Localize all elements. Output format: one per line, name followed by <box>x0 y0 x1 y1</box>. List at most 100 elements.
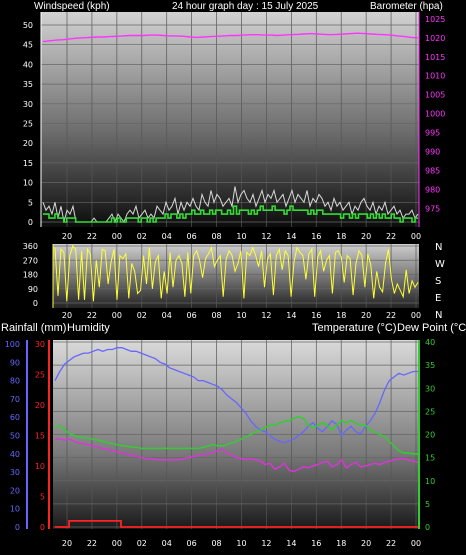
direction-series-line <box>54 245 419 302</box>
humidity-tick-label: 20 <box>10 486 20 495</box>
temperature-tick-label: 0 <box>425 523 430 532</box>
dir-xtick-label: 10 <box>236 311 246 320</box>
barometer-tick-label: 995 <box>425 129 440 138</box>
direction-tick-label: 180 <box>23 271 38 280</box>
rainfall-tick-label: 10 <box>35 462 45 471</box>
wind-xtick-label: 10 <box>236 232 246 241</box>
hum-xtick-label: 08 <box>211 539 221 548</box>
windspeed-tick-label: 35 <box>23 80 33 89</box>
rainfall-tick-label: 5 <box>40 493 45 502</box>
hum-xtick-label: 06 <box>187 539 197 548</box>
compass-label: N <box>435 242 442 253</box>
hum-xtick-label: 16 <box>311 539 321 548</box>
wind-xtick-label: 06 <box>187 232 197 241</box>
temperature-tick-label: 10 <box>425 477 435 486</box>
temperature-tick-label: 30 <box>425 384 435 393</box>
humidity-tick-label: 0 <box>15 523 20 532</box>
dir-xtick-label: 12 <box>261 311 271 320</box>
humidity-tick-label: 90 <box>10 358 20 367</box>
hum-xtick-label: 10 <box>236 539 246 548</box>
rainfall-tick-label: 0 <box>40 523 45 532</box>
wind-xtick-label: 18 <box>336 232 346 241</box>
dir-xtick-label: 16 <box>311 311 321 320</box>
direction-tick-label: 0 <box>33 299 38 308</box>
windspeed-tick-label: 10 <box>23 179 33 188</box>
windspeed-axis-title: Windspeed (kph) <box>34 1 110 12</box>
hum-xtick-label: 04 <box>162 539 172 548</box>
humidity-tick-label: 100 <box>5 340 20 349</box>
barometer-tick-label: 1000 <box>425 110 445 119</box>
windspeed-tick-label: 40 <box>23 60 33 69</box>
hum-xtick-label: 20 <box>361 539 371 548</box>
barometer-tick-label: 1015 <box>425 53 445 62</box>
wind-average-series-line <box>43 205 418 223</box>
humidity-tick-label: 30 <box>10 468 20 477</box>
humidity-tick-label: 40 <box>10 450 20 459</box>
temperature-tick-label: 25 <box>425 407 435 416</box>
temperature-tick-label: 15 <box>425 454 435 463</box>
wind-xtick-label: 20 <box>361 232 371 241</box>
rainfall-tick-label: 15 <box>35 432 45 441</box>
hum-xtick-label: 14 <box>286 539 296 548</box>
dewpoint-axis-title: Dew Point (°C) <box>397 322 466 334</box>
wind-xtick-label: 02 <box>137 232 147 241</box>
direction-tick-label: 90 <box>28 285 38 294</box>
windspeed-tick-label: 20 <box>23 139 33 148</box>
barometer-tick-label: 1005 <box>425 91 445 100</box>
barometer-tick-label: 1025 <box>425 15 445 24</box>
dir-xtick-label: 18 <box>336 311 346 320</box>
dir-xtick-label: 08 <box>211 311 221 320</box>
hum-xtick-label: 22 <box>386 539 396 548</box>
windspeed-tick-label: 25 <box>23 120 33 129</box>
temperature-tick-label: 20 <box>425 431 435 440</box>
wind-xtick-label: 12 <box>261 232 271 241</box>
direction-tick-label: 270 <box>23 256 38 265</box>
hum-xtick-label: 00 <box>411 539 421 548</box>
windspeed-tick-label: 0 <box>28 218 33 227</box>
compass-label: N <box>435 310 442 321</box>
humidity-tick-label: 60 <box>10 413 20 422</box>
dir-xtick-label: 22 <box>87 311 97 320</box>
hum-xtick-label: 20 <box>62 539 72 548</box>
humidity-tick-label: 80 <box>10 377 20 386</box>
temperature-tick-label: 5 <box>425 500 430 509</box>
dewpoint-series-line <box>55 438 419 473</box>
barometer-series-line <box>42 32 419 43</box>
hum-xtick-label: 18 <box>336 539 346 548</box>
compass-label: W <box>435 259 445 270</box>
rainfall-series-line <box>55 520 418 528</box>
barometer-tick-label: 985 <box>425 167 440 176</box>
temperature-axis-title: Temperature (°C) <box>312 322 397 334</box>
dir-xtick-label: 22 <box>386 311 396 320</box>
dir-xtick-label: 06 <box>187 311 197 320</box>
compass-label: S <box>435 276 441 287</box>
chart-date-title: 24 hour graph day : 15 July 2025 <box>172 1 319 12</box>
dir-xtick-label: 14 <box>286 311 296 320</box>
dir-xtick-label: 20 <box>361 311 371 320</box>
rainfall-tick-label: 30 <box>35 340 45 349</box>
wind-xtick-label: 00 <box>112 232 122 241</box>
windspeed-tick-label: 5 <box>28 198 33 207</box>
barometer-tick-label: 990 <box>425 148 440 157</box>
hum-xtick-label: 00 <box>112 539 122 548</box>
temperature-tick-label: 40 <box>425 338 435 347</box>
humidity-axis-title: Humidity <box>67 322 110 334</box>
barometer-axis-title: Barometer (hpa) <box>370 1 443 12</box>
wind-xtick-label: 20 <box>62 232 72 241</box>
wind-plot-background <box>41 12 419 227</box>
dir-xtick-label: 04 <box>162 311 172 320</box>
dir-xtick-label: 20 <box>62 311 72 320</box>
hum-xtick-label: 02 <box>137 539 147 548</box>
temperature-tick-label: 35 <box>425 361 435 370</box>
dir-xtick-label: 02 <box>137 311 147 320</box>
wind-xtick-label: 22 <box>87 232 97 241</box>
dir-xtick-label: 00 <box>411 311 421 320</box>
barometer-tick-label: 1020 <box>425 34 445 43</box>
hum-xtick-label: 12 <box>261 539 271 548</box>
compass-label: E <box>435 293 441 304</box>
wind-xtick-label: 14 <box>286 232 296 241</box>
humidity-series-line <box>54 347 418 444</box>
windspeed-tick-label: 45 <box>23 41 33 50</box>
rainfall-tick-label: 20 <box>35 401 45 410</box>
